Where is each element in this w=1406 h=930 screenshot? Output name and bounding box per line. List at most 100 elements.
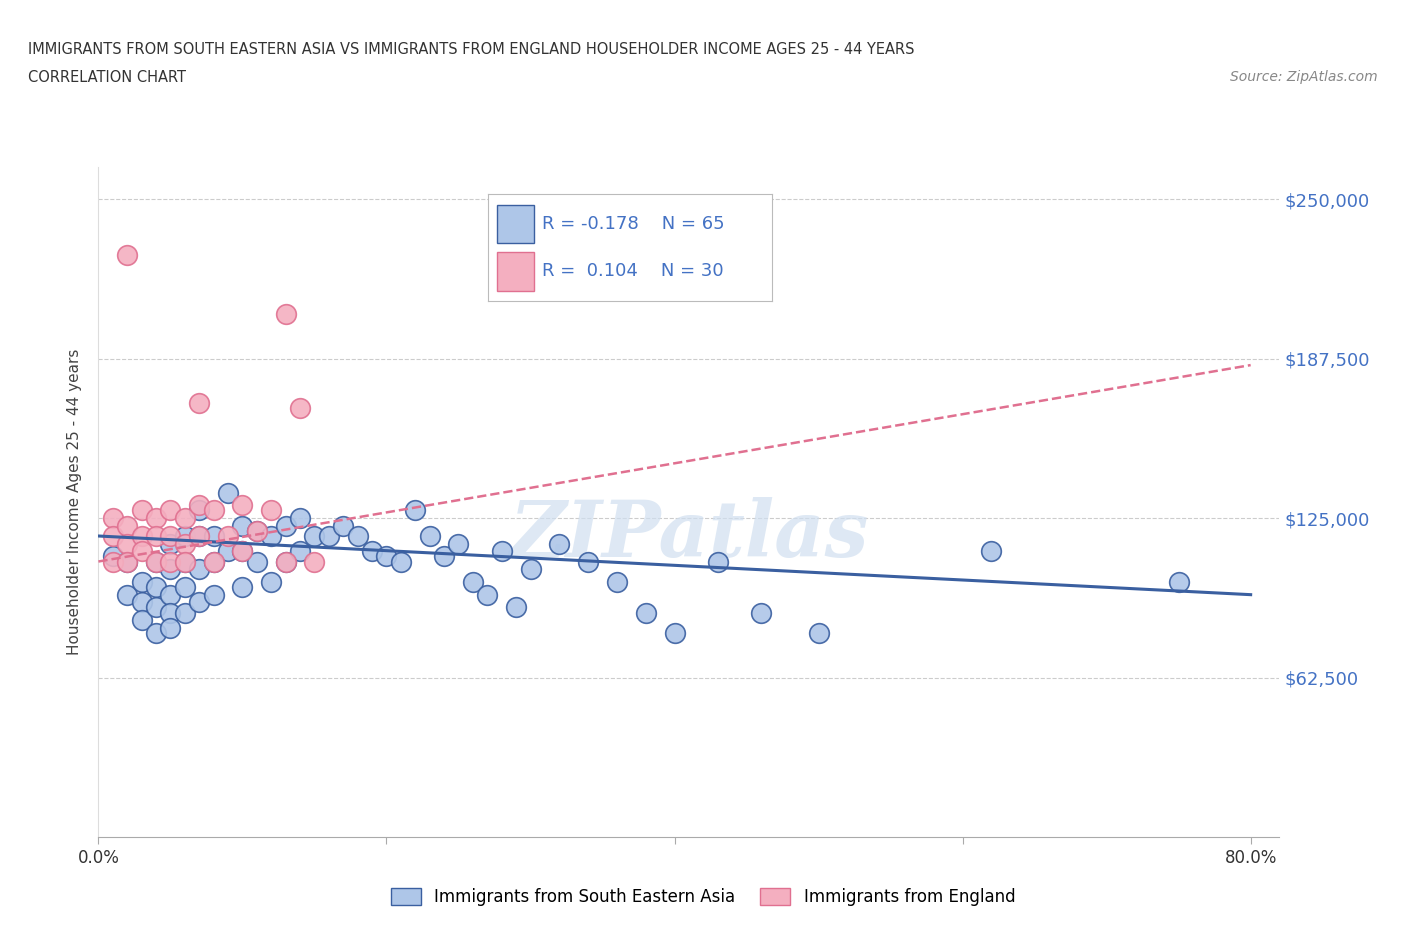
Point [145, 511, 167, 525]
Point [606, 575, 628, 590]
Point [101, 511, 124, 525]
Point [461, 575, 484, 590]
Point [202, 554, 225, 569]
Point [318, 528, 340, 543]
Point [131, 595, 153, 610]
Point [145, 600, 167, 615]
Point [173, 554, 195, 569]
Point [447, 537, 470, 551]
Point [115, 537, 138, 551]
Point [188, 528, 211, 543]
Point [807, 626, 830, 641]
Text: ZIPatlas: ZIPatlas [509, 498, 869, 574]
Point [217, 544, 239, 559]
Point [115, 518, 138, 533]
Point [159, 562, 181, 577]
Point [231, 544, 253, 559]
Point [274, 554, 297, 569]
Y-axis label: Householder Income Ages 25 - 44 years: Householder Income Ages 25 - 44 years [67, 349, 83, 656]
Point [101, 549, 124, 564]
Point [491, 544, 513, 559]
Point [101, 554, 124, 569]
Point [131, 528, 153, 543]
Point [231, 498, 253, 512]
Point [346, 528, 368, 543]
Point [188, 498, 211, 512]
Point [159, 503, 181, 518]
Point [188, 595, 211, 610]
Point [1167, 575, 1189, 590]
Point [115, 587, 138, 602]
Point [159, 620, 181, 635]
Point [634, 605, 657, 620]
Point [159, 554, 181, 569]
Point [115, 554, 138, 569]
Point [304, 554, 326, 569]
Point [173, 511, 195, 525]
Point [131, 503, 153, 518]
Point [706, 554, 728, 569]
Point [361, 544, 384, 559]
Legend: Immigrants from South Eastern Asia, Immigrants from England: Immigrants from South Eastern Asia, Immi… [384, 881, 1022, 912]
Point [131, 544, 153, 559]
Point [173, 528, 195, 543]
Point [159, 587, 181, 602]
Point [260, 528, 283, 543]
Point [288, 544, 311, 559]
Text: IMMIGRANTS FROM SOUTH EASTERN ASIA VS IMMIGRANTS FROM ENGLAND HOUSEHOLDER INCOME: IMMIGRANTS FROM SOUTH EASTERN ASIA VS IM… [28, 42, 915, 57]
Point [274, 518, 297, 533]
Point [173, 554, 195, 569]
Point [188, 528, 211, 543]
Point [548, 537, 571, 551]
Point [246, 524, 269, 538]
Point [145, 626, 167, 641]
Point [145, 579, 167, 594]
Point [145, 554, 167, 569]
Point [202, 503, 225, 518]
Point [159, 537, 181, 551]
Point [188, 396, 211, 411]
Point [231, 579, 253, 594]
Point [159, 528, 181, 543]
Point [231, 544, 253, 559]
Point [389, 554, 412, 569]
Point [246, 524, 269, 538]
Point [115, 248, 138, 263]
Point [274, 554, 297, 569]
Point [260, 503, 283, 518]
Point [505, 600, 527, 615]
Point [231, 518, 253, 533]
Point [664, 626, 686, 641]
Point [115, 554, 138, 569]
Point [173, 605, 195, 620]
Point [217, 485, 239, 500]
Point [173, 579, 195, 594]
Point [131, 575, 153, 590]
Point [145, 528, 167, 543]
Point [202, 554, 225, 569]
Point [519, 562, 541, 577]
Text: Source: ZipAtlas.com: Source: ZipAtlas.com [1230, 70, 1378, 84]
Point [159, 605, 181, 620]
Point [246, 554, 269, 569]
Point [173, 537, 195, 551]
Point [101, 528, 124, 543]
Point [749, 605, 772, 620]
Point [477, 587, 499, 602]
Point [188, 562, 211, 577]
Point [304, 528, 326, 543]
Point [217, 528, 239, 543]
Text: CORRELATION CHART: CORRELATION CHART [28, 70, 186, 85]
Point [433, 549, 456, 564]
Point [288, 401, 311, 416]
Point [375, 549, 398, 564]
Point [274, 307, 297, 322]
Point [332, 518, 354, 533]
Point [260, 575, 283, 590]
Point [419, 528, 441, 543]
Point [188, 503, 211, 518]
Point [202, 587, 225, 602]
Point [980, 544, 1002, 559]
Point [131, 613, 153, 628]
Point [404, 503, 426, 518]
